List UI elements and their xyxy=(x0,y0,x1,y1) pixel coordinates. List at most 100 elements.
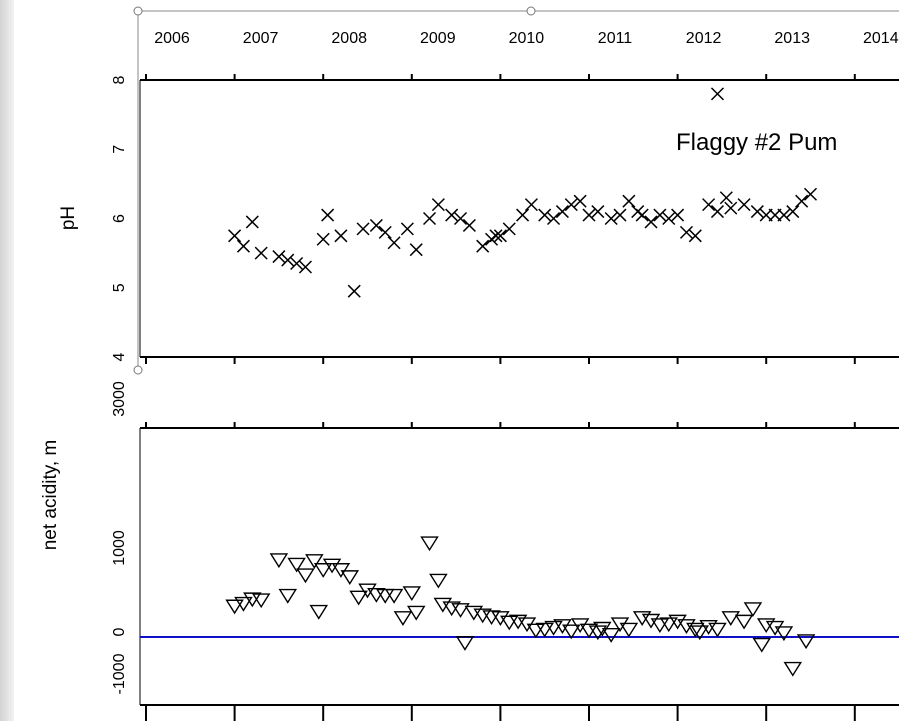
ph-point xyxy=(228,229,242,243)
ph-point xyxy=(422,211,437,226)
y-tick-label: 3000 xyxy=(111,381,128,417)
ph-point-stroke xyxy=(547,211,561,226)
acidity-point xyxy=(526,623,546,639)
ph-point xyxy=(431,198,445,212)
ph-point xyxy=(622,194,636,208)
acidity-point xyxy=(659,617,679,633)
ph-point xyxy=(547,211,561,226)
middle-x-ticks xyxy=(145,357,856,428)
ph-point xyxy=(516,208,530,222)
y-tick-label: -1000 xyxy=(111,653,128,694)
acidity-point xyxy=(708,622,727,638)
ph-point-stroke xyxy=(445,208,459,222)
ph-point xyxy=(750,205,764,219)
ph-point-stroke xyxy=(644,215,658,229)
acidity-point xyxy=(384,588,404,604)
ph-point xyxy=(298,260,313,274)
ph-point-stroke xyxy=(710,87,725,101)
acidity-point xyxy=(287,557,306,573)
acidity-point xyxy=(433,597,453,613)
ph-point xyxy=(254,246,268,260)
y-tick-label: 7 xyxy=(111,145,128,154)
acidity-point xyxy=(588,625,608,641)
y-tick-label: 4 xyxy=(111,352,128,361)
acidity-axis-label: net acidity, m xyxy=(40,440,61,551)
acidity-point xyxy=(358,583,377,599)
ph-point-stroke xyxy=(254,246,268,260)
ph-point xyxy=(613,208,627,222)
ph-point xyxy=(662,211,676,226)
acidity-point xyxy=(406,605,426,621)
ph-point-stroke xyxy=(502,222,516,236)
acidity-point xyxy=(499,615,519,631)
ph-point-stroke xyxy=(228,229,242,243)
y-tick-label: 8 xyxy=(111,75,128,84)
ph-point xyxy=(321,208,335,222)
ph-point xyxy=(653,208,667,222)
ph-point-stroke xyxy=(334,229,348,243)
x-tick-label: 2008 xyxy=(331,30,367,47)
ph-point-stroke xyxy=(803,187,818,201)
ph-point xyxy=(356,222,370,236)
ph-point xyxy=(387,236,401,250)
ph-point-stroke xyxy=(316,232,330,246)
ph-point-stroke xyxy=(422,211,437,226)
ph-point xyxy=(724,201,738,215)
ph-point xyxy=(688,229,702,243)
ph-point-stroke xyxy=(635,208,649,222)
ph-point xyxy=(719,191,733,205)
acidity-point xyxy=(535,622,554,638)
ph-point-stroke xyxy=(702,198,716,212)
y-tick-label: 0 xyxy=(111,627,128,636)
selection-handle[interactable] xyxy=(133,365,143,375)
ph-point xyxy=(710,205,725,219)
ph-point-stroke xyxy=(493,229,507,243)
acidity-point xyxy=(752,637,772,653)
ph-point-stroke xyxy=(524,198,538,212)
acidity-point xyxy=(668,614,687,630)
ph-point-stroke xyxy=(750,205,764,219)
acidity-point xyxy=(650,618,670,634)
ph-point-stroke xyxy=(272,250,286,264)
ph-point-stroke xyxy=(538,208,552,222)
acidity-point xyxy=(420,536,439,552)
ph-point-stroke xyxy=(555,205,569,219)
ph-point xyxy=(369,218,383,232)
acidity-point xyxy=(562,624,581,640)
ph-point-stroke xyxy=(671,208,685,222)
ph-point-stroke xyxy=(786,205,800,219)
ph-point xyxy=(236,239,250,253)
y-tick-label: 1000 xyxy=(111,530,128,566)
acidity-point xyxy=(251,593,271,609)
ph-point xyxy=(347,284,361,298)
ph-point-stroke xyxy=(795,194,809,208)
ph-point xyxy=(281,253,295,267)
ph-point-stroke xyxy=(387,236,401,250)
acidity-point xyxy=(601,628,621,643)
acidity-y-axis: -1000 0 1000 3000 xyxy=(111,381,128,694)
ph-point xyxy=(795,194,809,208)
ph-point-stroke xyxy=(737,198,751,212)
ph-point xyxy=(538,208,552,222)
acidity-point xyxy=(269,553,289,569)
acidity-point xyxy=(721,611,741,626)
selection-handle[interactable] xyxy=(526,6,536,16)
ph-point-stroke xyxy=(378,225,392,239)
ph-point-stroke xyxy=(573,194,587,208)
ph-point xyxy=(334,229,348,243)
ph-point xyxy=(462,218,476,232)
ph-point xyxy=(786,205,800,219)
x-tick-label: 2014 xyxy=(863,30,899,47)
acidity-point xyxy=(619,622,639,638)
ph-point xyxy=(524,198,538,212)
selection-handle[interactable] xyxy=(133,6,143,16)
acidity-point xyxy=(783,661,803,677)
left-shade xyxy=(0,0,14,721)
ph-point xyxy=(493,229,507,243)
ph-y-axis: 4 5 6 7 8 xyxy=(111,75,128,361)
acidity-point xyxy=(610,617,630,633)
ph-point xyxy=(476,239,490,253)
ph-point xyxy=(445,208,459,222)
ph-point xyxy=(316,232,330,246)
